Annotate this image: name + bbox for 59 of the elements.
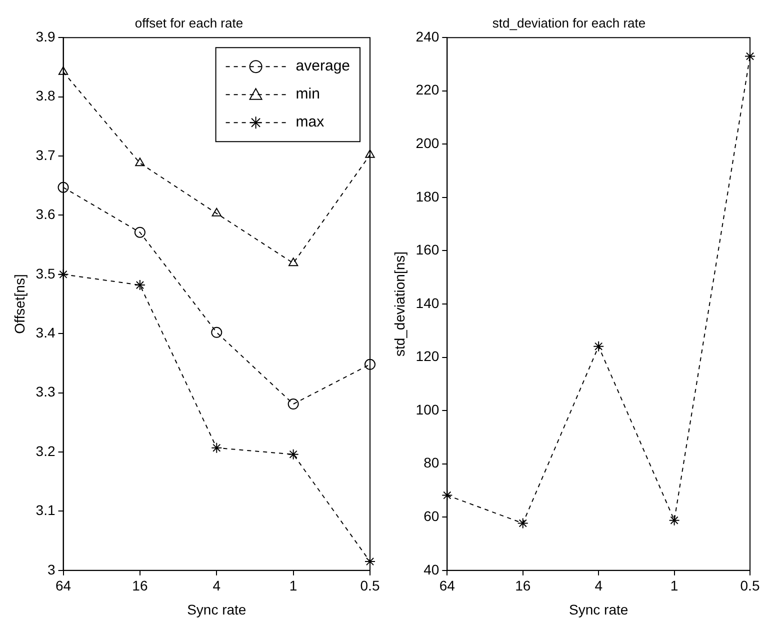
point: [593, 340, 604, 352]
y-tick-label: 3.3: [36, 384, 56, 400]
x-tick-label: 0.5: [740, 578, 760, 594]
point: [744, 50, 756, 62]
point: [365, 149, 375, 158]
y-axis-title: std_deviation[ns]: [391, 251, 408, 357]
y-tick-label: 240: [416, 28, 440, 44]
y-tick-label: 180: [416, 188, 440, 204]
x-tick-label: 16: [132, 578, 148, 594]
y-tick-label: 3.2: [36, 442, 56, 459]
x-axis-title: Sync rate: [569, 601, 628, 618]
y-tick-label: 140: [416, 294, 440, 311]
y-tick-label: 3.6: [36, 206, 56, 222]
y-tick-label: 3.4: [36, 324, 56, 340]
x-tick-label: 4: [594, 578, 603, 594]
point: [668, 514, 680, 526]
y-tick-label: 40: [424, 561, 440, 578]
y-tick-label: 3.5: [36, 265, 56, 282]
chart-title: offset for each rate: [134, 15, 244, 30]
point: [135, 158, 145, 166]
x-axis-title: Sync rate: [187, 601, 246, 618]
legend-label: min: [296, 86, 320, 103]
point: [211, 442, 222, 454]
point: [58, 66, 68, 75]
y-tick-label: 100: [416, 401, 440, 418]
legend-label: average: [296, 58, 350, 75]
point: [517, 518, 528, 529]
point: [288, 258, 298, 266]
point: [211, 326, 222, 338]
point: [288, 398, 299, 410]
x-tick-label: 1: [289, 578, 298, 594]
y-tick-label: 3.9: [36, 28, 56, 44]
legend-label: max: [296, 114, 325, 131]
point: [442, 490, 453, 501]
y-tick-label: 160: [416, 242, 440, 258]
point: [58, 268, 69, 280]
point: [364, 358, 376, 370]
x-tick-label: 4: [212, 578, 221, 594]
y-tick-label: 3.7: [36, 146, 56, 163]
point: [134, 226, 146, 238]
chart-title: std_deviation for each rate: [492, 15, 646, 30]
y-tick-label: 3.1: [36, 502, 56, 518]
x-tick-label: 1: [670, 578, 678, 594]
x-tick-label: 64: [55, 578, 72, 594]
y-tick-label: 3.8: [36, 88, 56, 104]
point: [58, 182, 69, 193]
y-tick-label: 60: [424, 508, 440, 524]
y-tick-label: 200: [416, 135, 440, 152]
x-tick-label: 16: [515, 578, 531, 594]
x-tick-label: 0.5: [360, 578, 380, 594]
y-tick-label: 3: [47, 561, 56, 578]
y-tick-label: 80: [424, 454, 440, 471]
y-tick-label: 220: [416, 82, 440, 98]
point: [212, 208, 222, 216]
y-axis-title: Offset[ns]: [11, 274, 28, 334]
x-tick-label: 64: [439, 578, 456, 594]
point: [288, 448, 299, 460]
y-tick-label: 120: [416, 348, 440, 364]
point: [134, 280, 146, 291]
